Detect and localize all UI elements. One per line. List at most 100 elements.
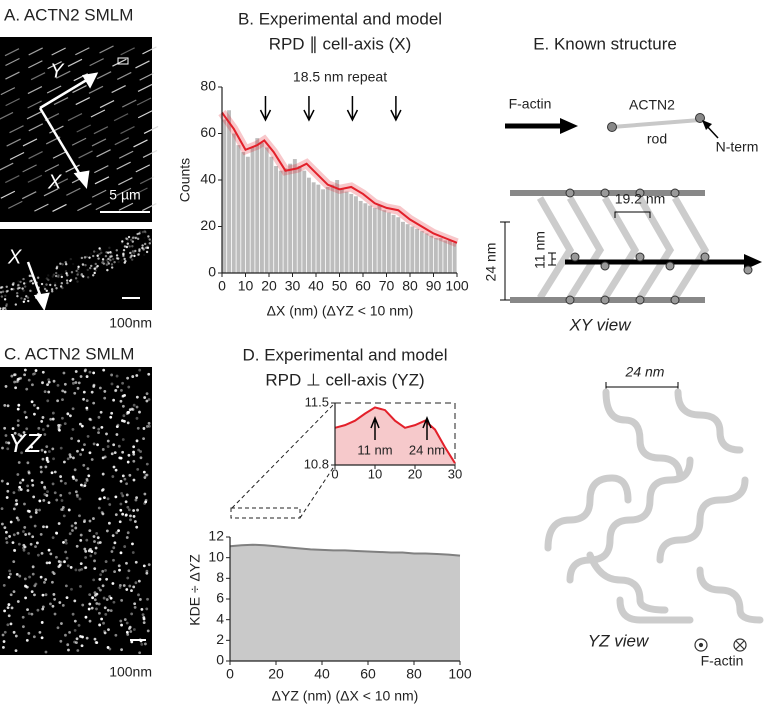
texture (83, 484, 87, 488)
texture (126, 242, 130, 245)
texture (96, 149, 111, 158)
texture (84, 549, 88, 553)
texture (81, 603, 85, 607)
texture (0, 162, 14, 171)
texture (88, 602, 92, 606)
texture (113, 260, 116, 264)
texture (135, 496, 138, 500)
texture (6, 404, 10, 408)
texture (111, 582, 115, 585)
texture (43, 188, 59, 197)
texture (114, 468, 118, 472)
texture (51, 570, 55, 574)
texture (93, 126, 109, 135)
texture (63, 560, 66, 564)
texture (11, 283, 15, 286)
texture (101, 261, 104, 264)
texture (23, 502, 26, 506)
texture (89, 58, 104, 67)
texture (64, 550, 68, 554)
texture (131, 375, 135, 378)
texture (91, 189, 107, 198)
texture (34, 545, 37, 549)
texture (25, 427, 29, 431)
texture (12, 288, 15, 291)
texture (119, 479, 123, 483)
texture (53, 284, 57, 287)
texture (45, 277, 49, 280)
texture (41, 607, 45, 611)
texture (83, 255, 87, 259)
texture (22, 277, 25, 281)
texture (133, 139, 148, 148)
texture (74, 381, 78, 384)
texture (126, 531, 130, 535)
texture (97, 427, 101, 431)
texture (85, 375, 89, 378)
texture (57, 423, 60, 427)
label: YZ view (588, 631, 650, 650)
texture (17, 280, 20, 283)
texture (33, 593, 36, 597)
texture (112, 443, 116, 447)
annotation-arrow (422, 415, 432, 440)
texture (115, 433, 119, 436)
texture (130, 640, 134, 644)
texture (21, 615, 25, 619)
bar (396, 217, 401, 273)
texture (63, 422, 67, 426)
texture (71, 529, 74, 532)
texture (52, 203, 67, 212)
texture (106, 497, 110, 501)
texture (61, 286, 64, 290)
texture (66, 412, 70, 416)
texture (66, 643, 70, 647)
texture (86, 467, 90, 471)
texture (64, 584, 68, 588)
texture (59, 639, 63, 643)
texture (96, 443, 99, 447)
texture (43, 390, 47, 394)
texture (102, 621, 105, 625)
texture (33, 412, 36, 416)
texture (44, 578, 48, 581)
texture (51, 580, 54, 584)
texture (18, 485, 22, 489)
texture (6, 489, 10, 493)
texture (7, 441, 11, 445)
texture (101, 456, 105, 460)
texture (27, 174, 43, 183)
texture (40, 481, 44, 484)
texture (125, 412, 129, 416)
texture (135, 525, 139, 529)
x-tick-label: 30 (285, 278, 301, 294)
texture (113, 451, 117, 455)
x-axis-label: ΔX (nm) (ΔYZ < 10 nm) (267, 303, 414, 319)
texture (126, 505, 130, 509)
texture (55, 498, 59, 502)
texture (114, 389, 117, 393)
bar (386, 212, 391, 273)
texture (78, 514, 81, 518)
x-tick-label: 70 (379, 278, 395, 294)
x-tick-label: 40 (308, 278, 324, 294)
zoom-box (230, 507, 301, 519)
texture (92, 517, 95, 520)
bar (382, 210, 387, 273)
texture (88, 370, 92, 374)
texture (105, 432, 108, 436)
texture (5, 304, 8, 308)
x-tick-label: 80 (406, 666, 422, 682)
texture (86, 435, 90, 438)
texture (115, 425, 119, 429)
texture (85, 406, 89, 410)
texture (65, 279, 69, 282)
texture (66, 281, 69, 285)
texture (4, 309, 8, 312)
texture (31, 372, 35, 376)
texture (76, 495, 79, 499)
texture (83, 518, 87, 522)
texture (36, 608, 40, 612)
texture (36, 406, 40, 410)
texture (132, 585, 136, 589)
